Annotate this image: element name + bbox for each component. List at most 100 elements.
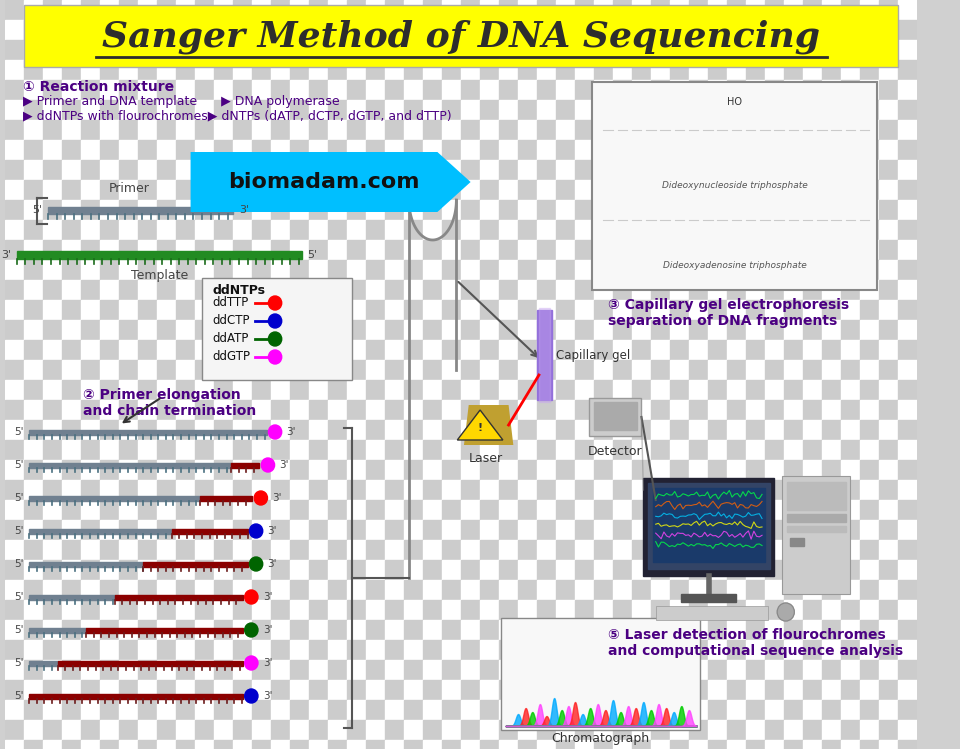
Bar [613,180,632,200]
Bar [62,380,82,400]
Bar [822,160,841,180]
Bar [24,180,43,200]
Bar [24,5,898,67]
Bar [689,220,708,240]
Bar [101,180,119,200]
Bar [328,740,348,749]
Bar [404,240,423,260]
Bar [309,480,328,500]
Bar [878,100,898,120]
Bar [195,300,214,320]
Bar [366,0,385,20]
Bar [632,340,651,360]
Bar [252,320,272,340]
Bar [746,480,765,500]
Bar [157,500,177,520]
Bar [727,620,746,640]
Bar [290,340,309,360]
Bar [43,60,62,80]
Bar [138,620,157,640]
Bar [17,251,301,259]
Bar [841,740,860,749]
Bar [119,360,138,380]
Bar [594,300,613,320]
Bar [233,140,252,160]
Bar [423,480,443,500]
Bar [404,260,423,280]
Bar [689,740,708,749]
Bar [727,680,746,700]
Bar [101,620,119,640]
Bar [443,540,461,560]
Bar [119,0,138,20]
Bar [290,0,309,20]
Text: 3': 3' [263,625,273,635]
Bar [594,600,613,620]
Bar [119,420,138,440]
Bar [423,40,443,60]
Bar [272,120,290,140]
Bar [138,280,157,300]
Bar [898,340,917,360]
Bar [195,740,214,749]
Bar [252,680,272,700]
Bar [898,680,917,700]
Bar [252,40,272,60]
Bar [727,260,746,280]
Bar [119,280,138,300]
Bar [537,600,556,620]
Bar [651,320,670,340]
Bar [898,420,917,440]
Circle shape [245,590,258,604]
Bar [461,700,480,720]
Bar [348,580,366,600]
Bar [727,360,746,380]
Bar [101,200,119,220]
Bar [898,700,917,720]
Bar [461,220,480,240]
Bar [841,320,860,340]
Bar [101,260,119,280]
Bar [727,700,746,720]
Bar [29,694,243,699]
Bar [878,80,898,100]
Bar [537,740,556,749]
Bar [195,620,214,640]
Bar [689,160,708,180]
Bar [613,640,632,660]
Bar [138,460,157,480]
Bar [575,0,594,20]
Polygon shape [457,410,503,440]
Bar [480,500,499,520]
Bar [101,220,119,240]
Bar [423,140,443,160]
Bar [594,700,613,720]
Bar [461,0,480,20]
Bar [575,320,594,340]
Bar [651,280,670,300]
Bar [575,600,594,620]
Text: 5': 5' [14,625,23,635]
Bar [518,540,537,560]
Bar [803,180,822,200]
Bar [233,520,252,540]
Bar [101,560,119,580]
Bar [348,380,366,400]
Bar [670,280,689,300]
Bar [366,640,385,660]
Bar [214,460,233,480]
Circle shape [778,603,794,621]
Bar [214,380,233,400]
Bar [632,720,651,740]
Bar [499,240,518,260]
Bar [480,100,499,120]
Bar [786,514,846,522]
Bar [632,260,651,280]
Bar [119,600,138,620]
Text: ① Reaction mixture: ① Reaction mixture [23,80,174,94]
Bar [480,320,499,340]
Bar [101,320,119,340]
Bar [575,400,594,420]
Bar [670,80,689,100]
Bar [366,260,385,280]
